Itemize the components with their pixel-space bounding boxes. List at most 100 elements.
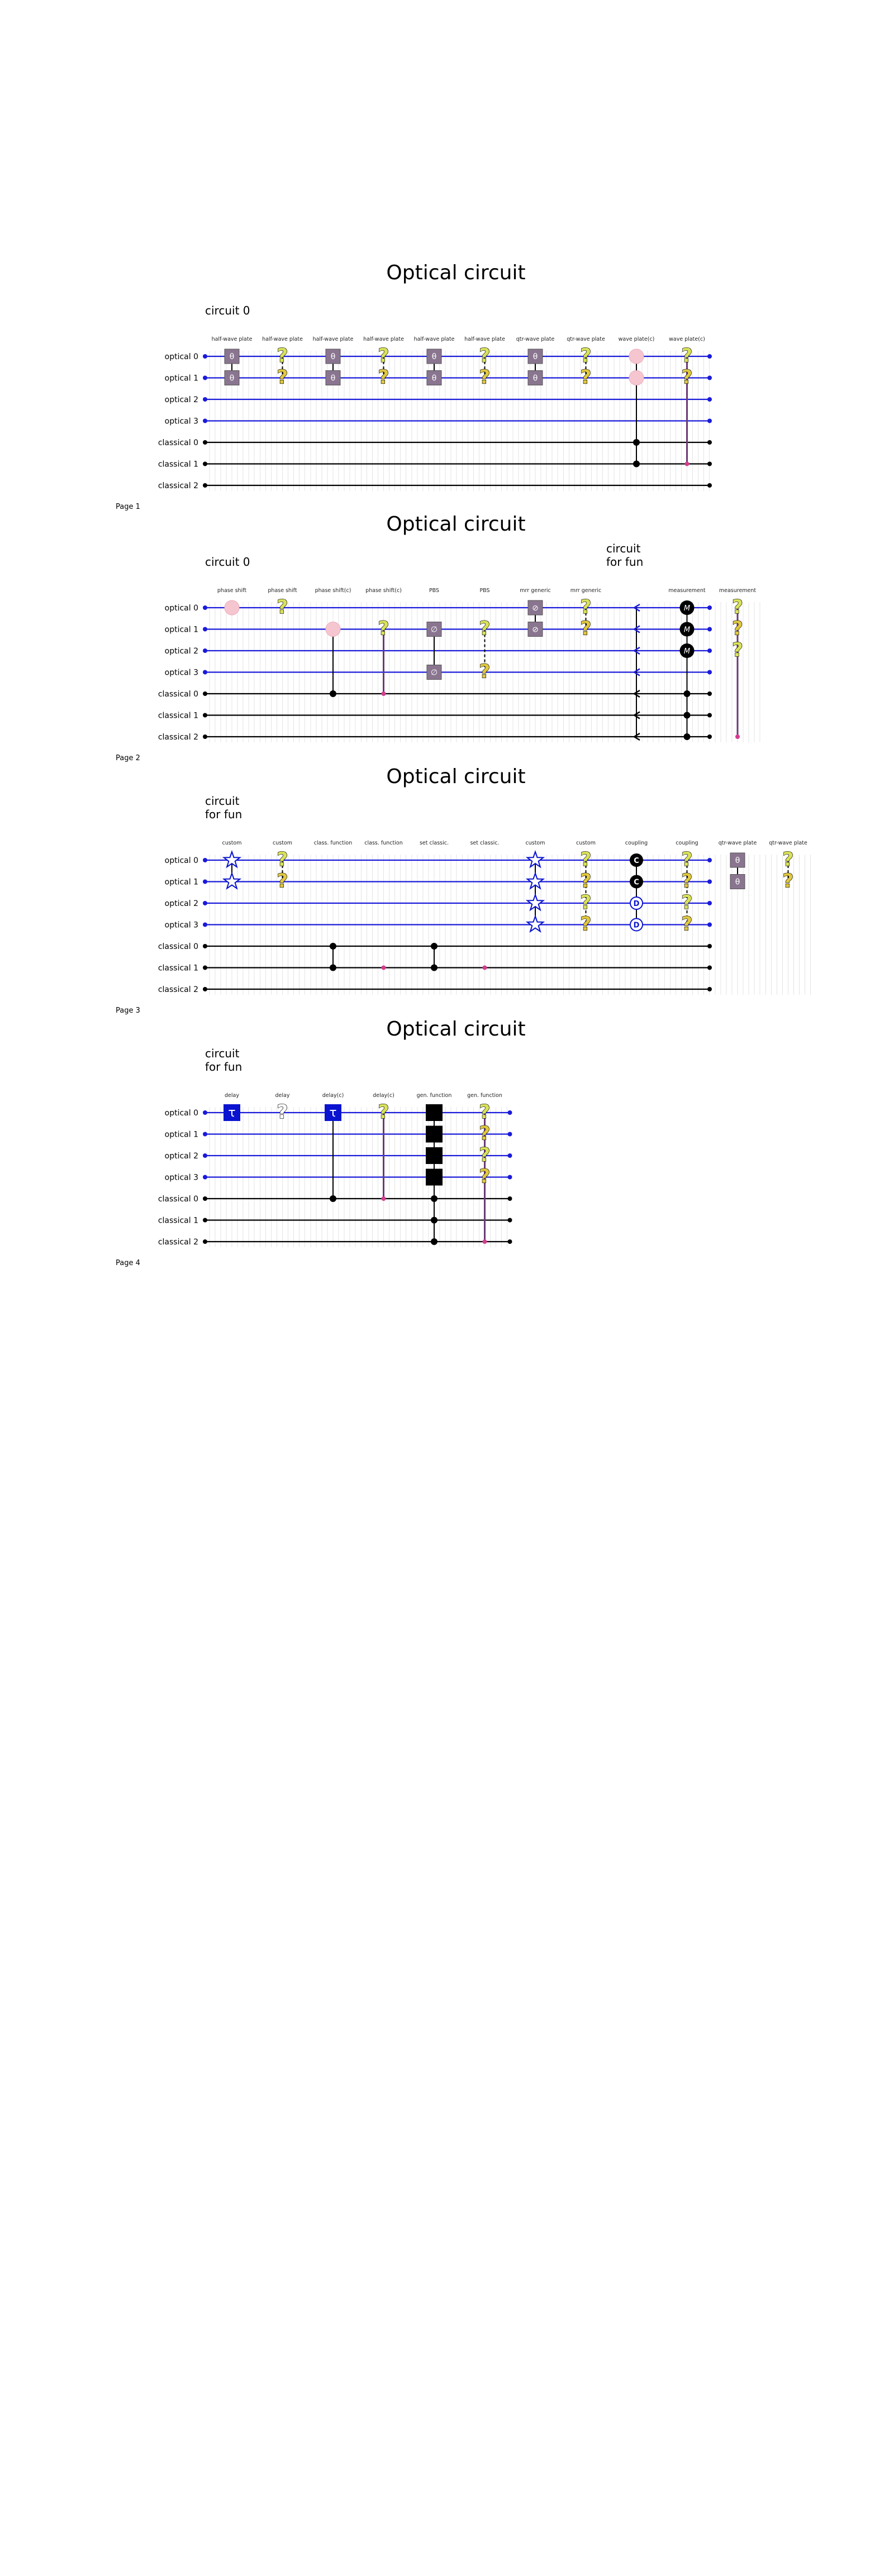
circuit-label-right: circuit bbox=[606, 542, 641, 555]
plate-gate bbox=[527, 349, 543, 364]
gate-column-2: ? bbox=[277, 595, 288, 618]
condition-dot bbox=[381, 691, 386, 696]
function-gate bbox=[426, 1168, 443, 1186]
control-dot bbox=[431, 943, 438, 950]
column-label: gen. function bbox=[417, 1093, 452, 1099]
column-label: wave plate(c) bbox=[669, 336, 705, 342]
gate-column-6: ???? bbox=[479, 1100, 491, 1244]
circuit-label: for fun bbox=[205, 1060, 242, 1074]
plate-gate bbox=[527, 622, 543, 637]
wire-start-dot bbox=[203, 734, 207, 739]
function-gate bbox=[426, 1104, 443, 1121]
column-label: class. function bbox=[314, 840, 352, 846]
wire-label: optical 0 bbox=[165, 1109, 198, 1118]
coupling-symbol: C bbox=[634, 857, 639, 865]
phase-gate bbox=[629, 349, 644, 364]
column-label: qtr-wave plate bbox=[719, 840, 757, 846]
column-label: measurement bbox=[668, 588, 706, 594]
wire-start-dot bbox=[203, 922, 207, 927]
function-gate bbox=[426, 1125, 443, 1143]
marker-chevron-icon bbox=[633, 603, 640, 612]
unknown-gate-icon: ? bbox=[479, 1144, 491, 1166]
gate-column-10: ???? bbox=[681, 848, 693, 936]
wire-end-dot bbox=[707, 627, 712, 632]
control-dot bbox=[633, 460, 640, 468]
wire-end-dot bbox=[707, 987, 712, 991]
condition-dot bbox=[684, 461, 689, 466]
gate-column-5 bbox=[426, 1104, 443, 1245]
plate-gate bbox=[730, 874, 745, 889]
plate-symbol: θ bbox=[230, 374, 235, 383]
marker-chevron-icon bbox=[633, 689, 640, 698]
wire-start-dot bbox=[203, 858, 207, 862]
star-gate-icon bbox=[525, 850, 545, 869]
column-label: half-wave plate bbox=[262, 336, 303, 342]
gate-column-1: τ bbox=[224, 1104, 240, 1121]
wire-start-dot bbox=[203, 901, 207, 905]
wire-label: classical 1 bbox=[158, 964, 198, 973]
coupling-symbol: D bbox=[634, 900, 640, 908]
wire-start-dot bbox=[203, 375, 207, 380]
wire-start-dot bbox=[203, 691, 207, 696]
gate-column-1 bbox=[224, 600, 240, 616]
wire-label: classical 0 bbox=[158, 1195, 198, 1204]
function-gate bbox=[426, 1147, 443, 1164]
wire-label: optical 2 bbox=[165, 395, 198, 404]
condition-dot bbox=[381, 1196, 386, 1201]
wire-label: classical 2 bbox=[158, 481, 198, 490]
unknown-gate-icon: ? bbox=[682, 345, 693, 367]
unknown-gate-icon: ? bbox=[682, 870, 693, 893]
wire-end-dot bbox=[707, 440, 712, 445]
unknown-gate-icon: ? bbox=[732, 639, 743, 661]
column-label: coupling bbox=[676, 840, 698, 846]
measurement-symbol: M bbox=[684, 647, 690, 656]
delay-gate bbox=[325, 1104, 341, 1121]
wire-start-dot bbox=[203, 354, 207, 359]
gate-column-3: τ bbox=[325, 1104, 341, 1202]
column-label: phase shift(c) bbox=[365, 588, 402, 594]
gate-column-12: ?? bbox=[782, 848, 794, 893]
wire-label: optical 2 bbox=[165, 647, 198, 656]
unknown-gate-icon: ? bbox=[277, 366, 288, 389]
wire-label: classical 1 bbox=[158, 1217, 198, 1225]
plate-gate bbox=[224, 370, 240, 385]
control-dot bbox=[330, 964, 336, 971]
plate-symbol: θ bbox=[735, 878, 740, 887]
wire-end-dot bbox=[707, 605, 712, 610]
plate-symbol: ⊘ bbox=[532, 626, 539, 635]
column-label: delay bbox=[275, 1093, 290, 1099]
gate-column-4 bbox=[381, 965, 386, 970]
wire-label: optical 1 bbox=[165, 626, 198, 635]
measurement-symbol: M bbox=[684, 626, 690, 635]
wire-start-dot bbox=[203, 397, 207, 402]
gate-column-5: θθ bbox=[426, 349, 442, 385]
unknown-gate-icon: ? bbox=[479, 618, 491, 640]
marker-chevron-icon bbox=[633, 711, 640, 719]
plate-symbol: θ bbox=[432, 374, 437, 383]
gate-column-7: θθ bbox=[527, 349, 543, 385]
unknown-gate-icon: ? bbox=[682, 891, 693, 914]
unknown-gate-icon: ? bbox=[479, 366, 491, 389]
wire-start-dot bbox=[203, 1153, 207, 1158]
wire-label: optical 3 bbox=[165, 669, 198, 678]
column-label: delay(c) bbox=[322, 1093, 344, 1099]
coupling-symbol: D bbox=[634, 922, 640, 930]
wire-start-dot bbox=[203, 1239, 207, 1244]
column-label: half-wave plate bbox=[464, 336, 505, 342]
unknown-gate-icon: ? bbox=[277, 870, 288, 893]
plate-symbol: θ bbox=[432, 352, 437, 361]
wire-start-dot bbox=[203, 879, 207, 884]
wire-end-dot bbox=[707, 713, 712, 718]
column-label: PBS bbox=[429, 588, 439, 594]
gate-column-7 bbox=[525, 850, 545, 933]
marker-chevron-icon bbox=[633, 732, 640, 741]
unknown-gate-icon: ? bbox=[378, 345, 389, 367]
wire-end-dot bbox=[707, 397, 712, 402]
control-dot bbox=[683, 712, 691, 719]
gate-column-2: ?? bbox=[277, 848, 288, 893]
circuit-label: for fun bbox=[205, 808, 242, 821]
wire-start-dot bbox=[203, 670, 207, 675]
